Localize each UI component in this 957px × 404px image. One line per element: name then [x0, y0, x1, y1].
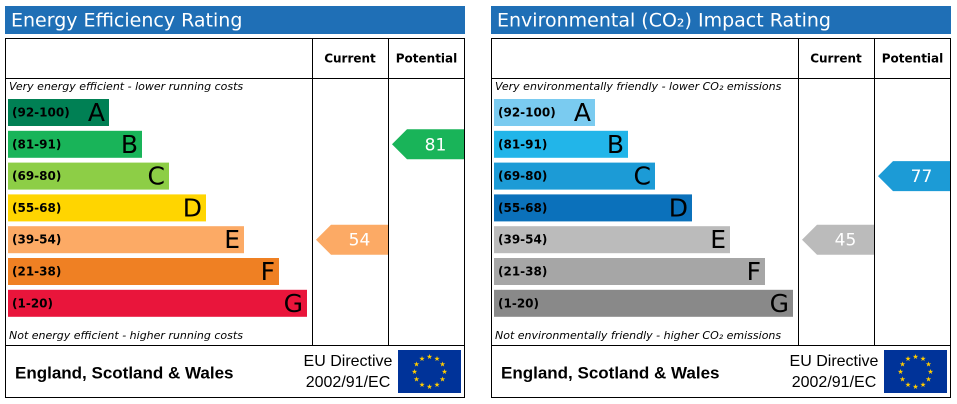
- chart-title: Environmental (CO₂) Impact Rating: [497, 10, 831, 32]
- column-header: Potential: [882, 52, 944, 66]
- eu-flag: [884, 350, 947, 393]
- band-bar: [8, 99, 109, 126]
- rating-arrow: [802, 224, 874, 255]
- rating-arrow: [316, 224, 388, 255]
- band-range: (39-54): [12, 233, 61, 247]
- band-letter: F: [747, 257, 761, 286]
- eu-star: ★: [441, 368, 447, 376]
- band-letter: A: [574, 98, 591, 127]
- eu-star: ★: [419, 381, 425, 389]
- eu-star: ★: [434, 355, 440, 363]
- rating-value: 54: [349, 231, 371, 251]
- band-bar: [8, 194, 206, 222]
- band-letter: F: [261, 257, 275, 286]
- band-bar: [494, 130, 628, 158]
- footer-region: England, Scotland & Wales: [501, 363, 720, 382]
- eu-star: ★: [419, 355, 425, 363]
- eu-star: ★: [413, 361, 419, 369]
- eu-star: ★: [912, 353, 918, 361]
- footer-directive: EU Directive: [304, 353, 393, 370]
- band-range: (55-68): [498, 201, 547, 215]
- frame: [5, 38, 465, 398]
- band-letter: D: [669, 193, 688, 222]
- rating-arrow: [878, 161, 950, 192]
- band-bar: [494, 289, 793, 317]
- band-letter: C: [634, 162, 651, 191]
- band-bar: [8, 289, 307, 317]
- frame: [491, 38, 951, 398]
- band-range: (69-80): [498, 169, 547, 183]
- eu-star: ★: [925, 361, 931, 369]
- eu-star: ★: [426, 353, 432, 361]
- rating-value: 77: [911, 167, 933, 187]
- band-range: (21-38): [12, 265, 61, 279]
- rating-arrow: [392, 129, 464, 160]
- eu-star: ★: [439, 361, 445, 369]
- band-bar: [494, 258, 765, 285]
- bottom-note: Not environmentally friendly - higher CO…: [495, 329, 781, 342]
- eu-star: ★: [925, 376, 931, 384]
- eu-star: ★: [905, 355, 911, 363]
- column-header: Current: [810, 52, 862, 66]
- eu-star: ★: [927, 368, 933, 376]
- footer-directive: EU Directive: [790, 353, 879, 370]
- band-bar: [8, 258, 279, 285]
- column-header: Potential: [396, 52, 458, 66]
- band-range: (39-54): [498, 233, 547, 247]
- band-range: (92-100): [12, 106, 70, 120]
- eu-star: ★: [920, 355, 926, 363]
- band-letter: B: [121, 130, 138, 159]
- band-range: (69-80): [12, 169, 61, 183]
- band-range: (81-91): [12, 137, 61, 151]
- band-letter: E: [710, 225, 726, 254]
- band-letter: D: [183, 193, 202, 222]
- eu-star: ★: [899, 376, 905, 384]
- top-note: Very environmentally friendly - lower CO…: [495, 80, 782, 93]
- top-note: Very energy efficient - lower running co…: [9, 80, 243, 93]
- bottom-note: Not energy efficient - higher running co…: [9, 329, 243, 342]
- band-bar: [8, 226, 244, 254]
- eu-star: ★: [897, 368, 903, 376]
- column-header: Current: [324, 52, 376, 66]
- band-range: (21-38): [498, 265, 547, 279]
- title-bar: [5, 6, 465, 34]
- eu-star: ★: [411, 368, 417, 376]
- band-range: (92-100): [498, 106, 556, 120]
- band-letter: A: [88, 98, 105, 127]
- footer-code: 2002/91/EC: [306, 374, 391, 391]
- eu-star: ★: [434, 381, 440, 389]
- eu-star: ★: [413, 376, 419, 384]
- footer-region: England, Scotland & Wales: [15, 363, 234, 382]
- eu-star: ★: [899, 361, 905, 369]
- band-bar: [494, 194, 692, 222]
- eu-star: ★: [905, 381, 911, 389]
- eu-flag: [398, 350, 461, 393]
- band-letter: B: [607, 130, 624, 159]
- chart-title: Energy Efficiency Rating: [11, 10, 242, 32]
- band-letter: C: [148, 162, 165, 191]
- title-bar: [491, 6, 951, 34]
- eu-star: ★: [426, 383, 432, 391]
- band-range: (81-91): [498, 137, 547, 151]
- band-range: (1-20): [12, 296, 53, 310]
- band-range: (1-20): [498, 296, 539, 310]
- band-bar: [8, 130, 142, 158]
- band-letter: E: [224, 225, 240, 254]
- band-bar: [494, 99, 595, 126]
- footer-code: 2002/91/EC: [792, 374, 877, 391]
- eu-star: ★: [920, 381, 926, 389]
- eu-star: ★: [439, 376, 445, 384]
- band-bar: [494, 226, 730, 254]
- band-bar: [494, 162, 655, 190]
- eu-star: ★: [912, 383, 918, 391]
- band-bar: [8, 162, 169, 190]
- rating-value: 45: [835, 231, 857, 251]
- band-letter: G: [284, 289, 303, 318]
- band-letter: G: [770, 289, 789, 318]
- band-range: (55-68): [12, 201, 61, 215]
- rating-value: 81: [425, 135, 447, 155]
